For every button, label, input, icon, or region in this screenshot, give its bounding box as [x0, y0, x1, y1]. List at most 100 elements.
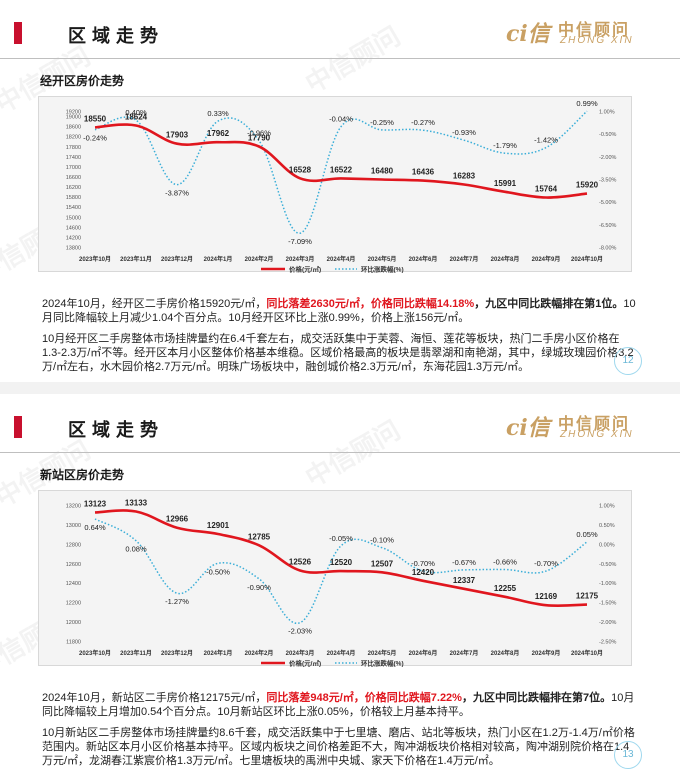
pct-data-label: -0.96%: [247, 129, 271, 138]
pct-data-label: -1.79%: [493, 141, 517, 150]
price-data-label: 12966: [166, 515, 189, 524]
x-axis-tick-label: 2023年11月: [120, 255, 152, 263]
section-title: 新站区房价走势: [40, 468, 125, 482]
x-axis-tick-label: 2024年4月: [327, 255, 356, 263]
x-axis-tick-label: 2024年8月: [491, 649, 520, 657]
x-axis-tick-label: 2024年6月: [409, 255, 438, 263]
pct-data-label: 0.08%: [125, 545, 147, 554]
price-trend-chart: 11800 12000 12200 12400 12600 12800 13000 13200…: [38, 490, 632, 668]
pct-data-label: -0.25%: [370, 118, 394, 127]
series-line-price: [94, 509, 588, 608]
pct-data-label: -0.93%: [452, 128, 476, 137]
x-axis-tick-label: 2024年2月: [245, 255, 274, 263]
price-data-label: 12526: [289, 557, 312, 566]
legend-label-pct: 环比涨跌幅(%): [361, 659, 404, 668]
x-axis-tick-label: 2023年12月: [161, 649, 193, 657]
left-axis-tick-label: 12400: [66, 581, 81, 587]
x-axis-tick-label: 2024年5月: [368, 255, 397, 263]
x-axis-tick-label: 2023年11月: [120, 649, 152, 657]
series-line-price: [94, 123, 588, 199]
detail-paragraph: 10月经开区二手房整体市场挂牌量约在6.4千套左右，成交活跃集中于芙蓉、海恒、莲…: [42, 333, 634, 373]
slide-header: 区域走势 ci信 中信顾问 ZHONG XIN: [0, 0, 680, 62]
right-axis-tick-label: -2.00%: [599, 155, 617, 161]
x-axis-tick-label: 2024年7月: [450, 255, 479, 263]
x-axis-tick-label: 2024年9月: [532, 649, 561, 657]
price-data-label: 16528: [289, 165, 312, 174]
pct-data-label: -1.27%: [165, 597, 189, 606]
left-axis-tick-label: 12200: [66, 601, 81, 607]
pct-data-label: -0.10%: [370, 536, 394, 545]
price-data-label: 12785: [248, 532, 271, 541]
pct-data-label: -3.87%: [165, 189, 189, 198]
pct-data-label: -0.66%: [493, 558, 517, 567]
price-data-label: 16480: [371, 167, 394, 176]
price-data-label: 18550: [84, 114, 107, 123]
price-data-label: 12255: [494, 584, 517, 593]
pct-data-label: -1.42%: [534, 136, 558, 145]
left-axis-tick-label: 14600: [66, 225, 81, 231]
pct-data-label: -0.50%: [206, 567, 230, 576]
slide-header: 区域走势 ci信 中信顾问 ZHONG XIN: [0, 394, 680, 456]
summary-highlight: 同比落差948元/㎡，价格同比跌幅7.22%: [266, 692, 462, 704]
left-axis-tick-label: 12000: [66, 620, 81, 626]
chart-svg: 13800 14200 14600 15000 15400 15800 16200 16600…: [66, 99, 617, 274]
summary-paragraph: 2024年10月，新站区二手房价格12175元/㎡，同比落差948元/㎡，价格同…: [42, 691, 636, 719]
summary-text-a: 2024年10月，新站区二手房价格12175元/㎡，: [42, 692, 267, 704]
page-number-badge: 12: [614, 347, 642, 375]
pct-data-label: -0.67%: [452, 558, 476, 567]
right-axis-tick-label: -8.00%: [599, 246, 617, 252]
price-data-label: 12420: [412, 568, 435, 577]
x-axis-tick-label: 2024年9月: [532, 255, 561, 263]
x-axis-tick-label: 2023年12月: [161, 255, 193, 263]
pct-data-label: 0.99%: [576, 99, 598, 108]
header-accent-bar: [14, 22, 22, 44]
left-axis-tick-label: 16600: [66, 175, 81, 181]
summary-rank: ，九区中同比跌幅排在第1位。: [474, 298, 624, 310]
header-divider: [0, 452, 680, 453]
right-axis-tick-label: 1.00%: [599, 504, 615, 510]
legend-label-price: 价格(元/㎡): [289, 265, 321, 274]
summary-text-a: 2024年10月，经开区二手房价格15920元/㎡，: [42, 298, 267, 310]
summary-text-d: 10月同比降幅较上月减少1.04个百分点。10月经开区环比上涨0.99%，价格上…: [42, 298, 636, 324]
left-axis-tick-label: 14200: [66, 235, 81, 241]
left-axis-tick-label: 17400: [66, 155, 81, 161]
left-axis-tick-label: 15000: [66, 215, 81, 221]
price-data-label: 12520: [330, 558, 353, 567]
pct-data-label: -0.70%: [411, 559, 435, 568]
x-axis-tick-label: 2024年3月: [286, 255, 315, 263]
price-data-label: 12175: [576, 592, 599, 601]
pct-data-label: 0.05%: [576, 530, 598, 539]
price-data-label: 13133: [125, 499, 148, 508]
price-data-label: 16522: [330, 165, 353, 174]
slide-2: 中信顾问 中信顾问 中信顾问 中信顾问 中信顾问 区域走势 ci信 中信顾问 Z…: [0, 394, 680, 776]
left-axis-tick-label: 16200: [66, 185, 81, 191]
slide-1: 中信顾问 中信顾问 中信顾问 中信顾问 中信顾问 区域走势 ci信 中信顾问 Z…: [0, 0, 680, 382]
right-axis-tick-label: -1.50%: [599, 601, 617, 607]
x-axis-tick-label: 2024年4月: [327, 649, 356, 657]
price-data-label: 13123: [84, 499, 107, 508]
right-axis-tick-label: -0.50%: [599, 132, 617, 138]
page-number: 12: [622, 355, 634, 366]
x-axis-tick-label: 2023年10月: [79, 649, 111, 657]
price-trend-chart: 13800 14200 14600 15000 15400 15800 16200 16600…: [38, 96, 632, 274]
price-data-label: 16436: [412, 168, 435, 177]
price-data-label: 15991: [494, 179, 517, 188]
x-axis-tick-label: 2024年1月: [204, 649, 233, 657]
page-number-badge: 13: [614, 741, 642, 769]
left-axis-tick-label: 15400: [66, 205, 81, 211]
x-axis-tick-label: 2024年6月: [409, 649, 438, 657]
price-data-label: 16283: [453, 171, 476, 180]
right-axis-tick-label: 1.00%: [599, 110, 615, 116]
right-axis-tick-label: 0.00%: [599, 542, 615, 548]
pct-data-label: -0.04%: [329, 115, 353, 124]
price-data-label: 17903: [166, 131, 189, 140]
pct-data-label: -0.90%: [247, 583, 271, 592]
left-axis-tick-label: 19200: [66, 110, 81, 116]
right-axis-tick-label: 0.50%: [599, 523, 615, 529]
legend-label-pct: 环比涨跌幅(%): [361, 265, 404, 274]
price-data-label: 17790: [248, 134, 271, 143]
left-axis-tick-label: 12600: [66, 562, 81, 568]
pct-data-label: -0.05%: [329, 534, 353, 543]
pct-data-label: -0.27%: [411, 118, 435, 127]
x-axis-tick-label: 2024年5月: [368, 649, 397, 657]
